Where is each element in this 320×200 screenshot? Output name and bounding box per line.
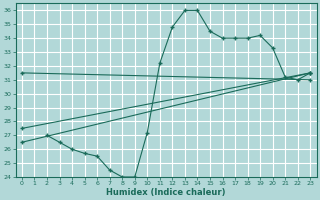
X-axis label: Humidex (Indice chaleur): Humidex (Indice chaleur) — [106, 188, 226, 197]
